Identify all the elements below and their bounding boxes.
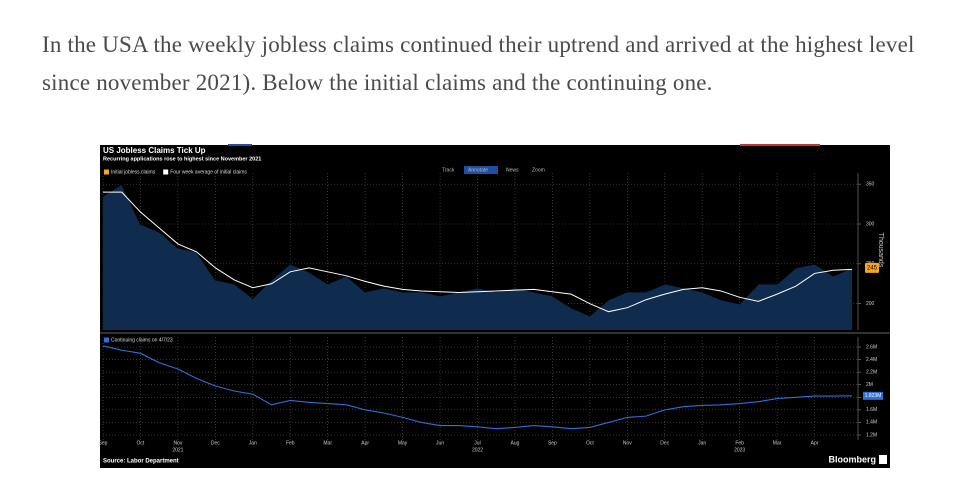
y-tick-label: 200	[866, 301, 875, 307]
value-label: 1.823M	[865, 393, 882, 399]
x-tick-label: Aug	[510, 440, 519, 446]
tab-marker	[740, 144, 820, 146]
toolbar-button: Zoom	[532, 167, 545, 173]
line	[102, 345, 853, 430]
x-tick-label: Apr	[811, 440, 819, 446]
y-axis-label: Thousands	[877, 233, 884, 268]
x-tick-label: Mar	[773, 440, 782, 446]
x-tick-label: Jul	[474, 440, 480, 446]
y-tick-label: 1.4M	[866, 420, 877, 426]
x-tick-label: Jan	[249, 440, 257, 446]
y-tick-label: 2.6M	[866, 344, 877, 350]
value-label: 245	[867, 265, 878, 271]
chart-title: US Jobless Claims Tick Up	[103, 146, 206, 155]
legend-label: Continuing claims on 4/7/23	[111, 337, 173, 343]
x-tick-label: Nov	[623, 440, 632, 446]
x-year-label: 2022	[472, 447, 483, 453]
x-year-label: 2023	[734, 447, 745, 453]
x-tick-label: Oct	[586, 440, 594, 446]
x-tick-label: Mar	[323, 440, 332, 446]
x-tick-label: Jun	[436, 440, 444, 446]
y-tick-label: 350	[866, 181, 875, 187]
x-tick-label: Feb	[286, 440, 295, 446]
x-tick-label: Dec	[660, 440, 669, 446]
y-tick-label: 1.2M	[866, 432, 877, 438]
area	[103, 184, 852, 330]
line	[103, 191, 853, 313]
toolbar-button: Track	[442, 167, 455, 173]
tab-marker	[228, 144, 252, 146]
x-tick-label: Nov	[173, 440, 182, 446]
chart-subtitle: Recurring applications rose to highest s…	[103, 156, 261, 162]
legend-label: Initial jobless claims	[111, 169, 156, 175]
legend-label: Four week average of initial claims	[170, 169, 247, 175]
x-year-label: 2021	[172, 447, 183, 453]
legend-swatch	[104, 337, 109, 343]
toolbar-active	[464, 166, 498, 174]
legend-swatch	[163, 169, 169, 175]
brand-icon	[879, 455, 887, 464]
x-tick-label: Apr	[361, 440, 369, 446]
y-tick-label: 2.2M	[866, 369, 877, 375]
value-marker	[865, 262, 879, 273]
x-tick-label: Feb	[735, 440, 744, 446]
legend-swatch	[104, 169, 109, 175]
y-tick-label: 2.4M	[866, 357, 877, 363]
brand: Bloomberg	[828, 454, 876, 464]
x-tick-label: Jan	[698, 440, 706, 446]
x-tick-label: May	[398, 440, 408, 446]
toolbar-button: News	[506, 167, 519, 173]
value-marker	[863, 391, 883, 400]
y-tick-label: 300	[866, 221, 875, 227]
source: Source: Labor Department	[103, 459, 179, 465]
x-tick-label: Sep	[99, 440, 108, 446]
y-tick-label: 1.6M	[866, 407, 877, 413]
area-edge	[102, 183, 853, 317]
y-tick-label: 2M	[866, 382, 873, 388]
x-tick-label: Dec	[211, 440, 220, 446]
paragraph: In the USA the weekly jobless claims con…	[42, 32, 915, 95]
x-tick-label: Sep	[548, 440, 557, 446]
x-tick-label: Oct	[137, 440, 145, 446]
toolbar-button: Annotate	[468, 167, 488, 173]
